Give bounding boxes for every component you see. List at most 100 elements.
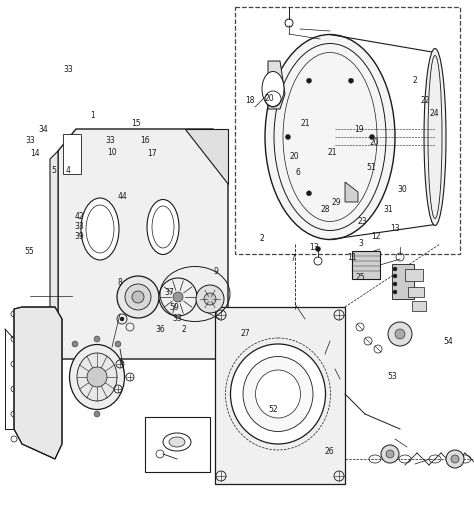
Circle shape xyxy=(381,445,399,463)
Text: 14: 14 xyxy=(30,148,39,158)
Text: 29: 29 xyxy=(332,198,341,207)
Text: 10: 10 xyxy=(108,148,117,157)
Text: 20: 20 xyxy=(370,138,379,147)
Text: 9: 9 xyxy=(213,267,218,276)
Bar xyxy=(63,135,81,175)
Circle shape xyxy=(393,290,397,294)
Polygon shape xyxy=(345,183,358,203)
Text: 33: 33 xyxy=(173,314,182,323)
Circle shape xyxy=(316,247,320,252)
Text: 54: 54 xyxy=(444,336,453,345)
Text: 7: 7 xyxy=(290,253,295,262)
Text: 30: 30 xyxy=(397,184,407,193)
Ellipse shape xyxy=(243,357,313,432)
Circle shape xyxy=(386,450,394,458)
Bar xyxy=(408,287,424,297)
Circle shape xyxy=(94,336,100,342)
Circle shape xyxy=(196,285,224,314)
Circle shape xyxy=(388,322,412,346)
Ellipse shape xyxy=(147,200,179,255)
Ellipse shape xyxy=(117,276,159,318)
Circle shape xyxy=(393,268,397,272)
Bar xyxy=(352,251,380,279)
Ellipse shape xyxy=(265,35,395,240)
Text: 31: 31 xyxy=(384,205,393,214)
Ellipse shape xyxy=(274,44,386,231)
Text: 21: 21 xyxy=(327,148,337,157)
Text: 23: 23 xyxy=(358,216,367,225)
Text: 42: 42 xyxy=(75,212,84,221)
Text: 3: 3 xyxy=(359,238,364,247)
Text: 37: 37 xyxy=(165,287,174,296)
Text: 55: 55 xyxy=(25,246,34,256)
Text: 33: 33 xyxy=(25,136,35,145)
Circle shape xyxy=(307,79,311,84)
Circle shape xyxy=(370,135,374,140)
Ellipse shape xyxy=(132,291,144,304)
Circle shape xyxy=(307,191,311,196)
Text: 11: 11 xyxy=(347,252,357,261)
Text: 17: 17 xyxy=(147,148,156,158)
Text: 2: 2 xyxy=(259,234,264,243)
Polygon shape xyxy=(268,62,285,110)
Polygon shape xyxy=(14,308,62,459)
Text: 4: 4 xyxy=(65,166,70,175)
Text: 2: 2 xyxy=(412,76,417,85)
Ellipse shape xyxy=(169,437,185,447)
Text: 16: 16 xyxy=(140,136,149,145)
Text: 20: 20 xyxy=(264,94,274,103)
Text: 39: 39 xyxy=(75,232,84,241)
Text: 8: 8 xyxy=(118,277,122,286)
Text: 12: 12 xyxy=(371,232,381,241)
Ellipse shape xyxy=(230,344,326,444)
Polygon shape xyxy=(215,308,345,484)
Circle shape xyxy=(94,411,100,417)
Circle shape xyxy=(120,317,124,321)
Text: 51: 51 xyxy=(366,163,376,172)
Text: 33: 33 xyxy=(106,136,115,145)
Text: 2: 2 xyxy=(182,324,186,333)
Circle shape xyxy=(348,79,354,84)
Circle shape xyxy=(204,293,216,306)
Text: 1: 1 xyxy=(90,111,95,120)
Circle shape xyxy=(451,455,459,463)
Text: 13: 13 xyxy=(390,224,400,233)
Ellipse shape xyxy=(262,72,284,107)
Text: 25: 25 xyxy=(356,272,365,281)
Circle shape xyxy=(285,135,291,140)
Bar xyxy=(235,8,460,255)
Circle shape xyxy=(115,341,121,347)
Circle shape xyxy=(395,329,405,339)
Circle shape xyxy=(87,367,107,387)
Bar xyxy=(145,417,210,472)
Text: 24: 24 xyxy=(430,109,439,118)
Text: 44: 44 xyxy=(118,191,127,200)
Text: 33: 33 xyxy=(75,222,84,231)
Text: 21: 21 xyxy=(300,119,310,128)
Text: 15: 15 xyxy=(132,119,141,128)
Ellipse shape xyxy=(255,370,301,418)
Ellipse shape xyxy=(163,433,191,451)
Text: 53: 53 xyxy=(388,372,397,381)
Circle shape xyxy=(348,191,354,196)
Circle shape xyxy=(393,282,397,286)
Text: 26: 26 xyxy=(325,446,334,456)
Polygon shape xyxy=(50,152,58,339)
Bar xyxy=(392,265,414,299)
Ellipse shape xyxy=(86,206,114,254)
Text: 27: 27 xyxy=(241,329,250,338)
Text: 34: 34 xyxy=(39,124,48,133)
Text: 5: 5 xyxy=(51,166,56,175)
Text: 20: 20 xyxy=(289,152,299,161)
Text: 6: 6 xyxy=(295,167,300,176)
Polygon shape xyxy=(185,130,228,185)
Ellipse shape xyxy=(77,354,117,401)
Text: 33: 33 xyxy=(63,65,73,74)
Ellipse shape xyxy=(125,284,151,311)
Ellipse shape xyxy=(424,49,446,226)
Text: 18: 18 xyxy=(245,95,255,105)
Text: 13: 13 xyxy=(310,243,319,252)
Polygon shape xyxy=(58,130,228,359)
Circle shape xyxy=(446,450,464,468)
Text: 28: 28 xyxy=(320,205,330,214)
